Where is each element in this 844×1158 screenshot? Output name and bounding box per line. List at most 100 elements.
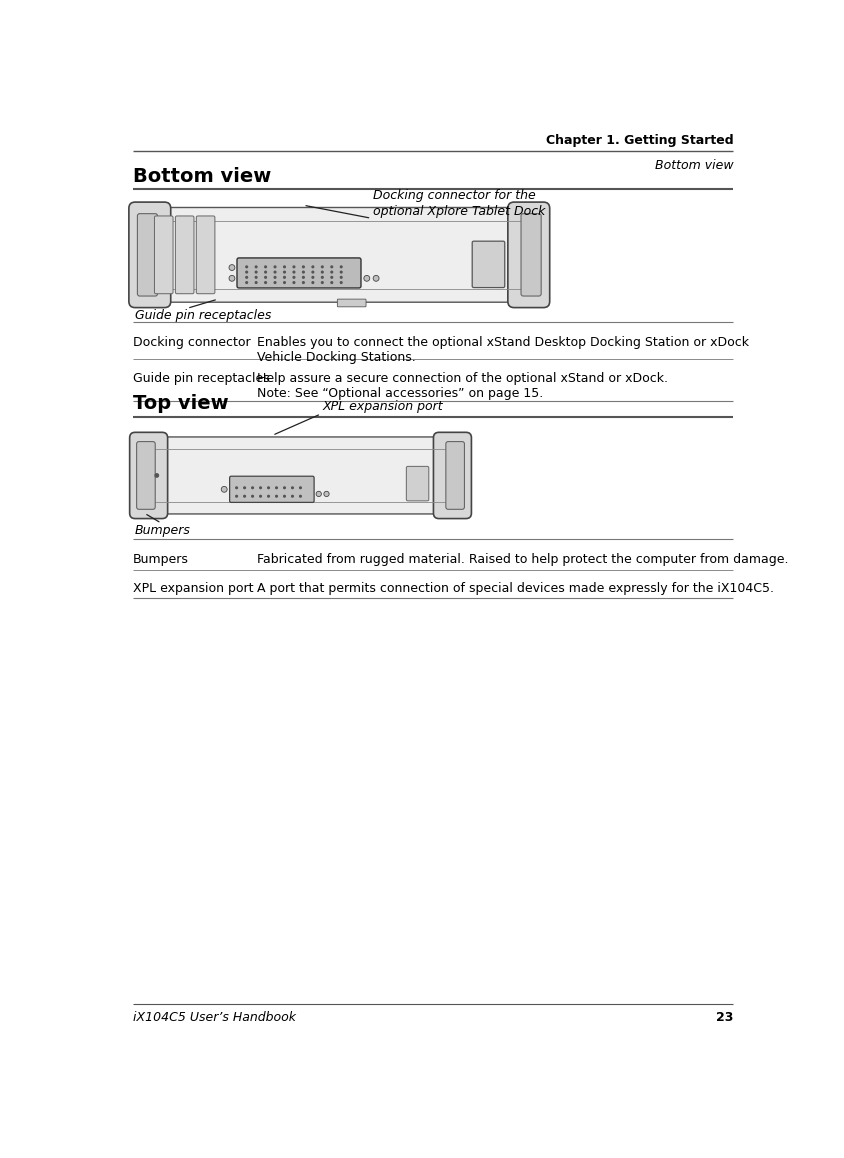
FancyBboxPatch shape: [406, 467, 428, 501]
Circle shape: [264, 277, 266, 278]
Circle shape: [255, 271, 257, 273]
FancyBboxPatch shape: [230, 476, 314, 503]
FancyBboxPatch shape: [236, 258, 360, 288]
Circle shape: [246, 281, 247, 284]
Circle shape: [235, 486, 237, 489]
FancyBboxPatch shape: [196, 215, 214, 294]
Circle shape: [293, 281, 295, 284]
Circle shape: [373, 276, 379, 281]
Circle shape: [284, 486, 285, 489]
Circle shape: [284, 277, 285, 278]
Circle shape: [264, 266, 266, 267]
Circle shape: [291, 496, 293, 497]
Circle shape: [243, 496, 245, 497]
Circle shape: [293, 266, 295, 267]
Circle shape: [331, 271, 333, 273]
Circle shape: [340, 271, 342, 273]
Circle shape: [316, 491, 321, 497]
Circle shape: [252, 486, 253, 489]
FancyBboxPatch shape: [472, 241, 504, 287]
Circle shape: [302, 277, 304, 278]
Circle shape: [302, 266, 304, 267]
Text: 23: 23: [715, 1011, 733, 1025]
Circle shape: [323, 491, 329, 497]
Text: Bumpers: Bumpers: [135, 523, 191, 537]
Circle shape: [284, 496, 285, 497]
Circle shape: [331, 277, 333, 278]
Circle shape: [246, 271, 247, 273]
FancyBboxPatch shape: [521, 213, 540, 296]
Text: Docking connector: Docking connector: [133, 336, 250, 349]
Circle shape: [311, 277, 313, 278]
Text: Top view: Top view: [133, 394, 228, 413]
Circle shape: [284, 271, 285, 273]
Circle shape: [331, 281, 333, 284]
Circle shape: [273, 271, 276, 273]
Circle shape: [273, 277, 276, 278]
Text: Guide pin receptacles: Guide pin receptacles: [133, 372, 269, 386]
Circle shape: [229, 276, 235, 281]
Circle shape: [291, 486, 293, 489]
FancyBboxPatch shape: [337, 299, 365, 307]
Circle shape: [321, 277, 322, 278]
FancyBboxPatch shape: [176, 215, 194, 294]
Circle shape: [264, 281, 266, 284]
Circle shape: [340, 266, 342, 267]
FancyBboxPatch shape: [129, 432, 167, 519]
Circle shape: [300, 486, 301, 489]
Text: Enables you to connect the optional xStand Desktop Docking Station or xDock
Vehi: Enables you to connect the optional xSta…: [257, 336, 748, 364]
Circle shape: [300, 496, 301, 497]
Circle shape: [268, 486, 269, 489]
Circle shape: [321, 271, 322, 273]
Circle shape: [235, 496, 237, 497]
FancyBboxPatch shape: [138, 213, 157, 296]
FancyBboxPatch shape: [129, 203, 170, 308]
Circle shape: [246, 277, 247, 278]
Circle shape: [275, 496, 277, 497]
Circle shape: [255, 277, 257, 278]
Circle shape: [311, 266, 313, 267]
Text: XPL expansion port: XPL expansion port: [133, 582, 253, 595]
Circle shape: [255, 281, 257, 284]
Text: Bumpers: Bumpers: [133, 554, 188, 566]
Text: Bottom view: Bottom view: [654, 159, 733, 173]
Circle shape: [243, 486, 245, 489]
Circle shape: [364, 276, 370, 281]
Text: A port that permits connection of special devices made expressly for the iX104C5: A port that permits connection of specia…: [257, 582, 773, 595]
Circle shape: [275, 486, 277, 489]
Circle shape: [340, 277, 342, 278]
Circle shape: [302, 271, 304, 273]
Circle shape: [221, 486, 227, 492]
Circle shape: [255, 266, 257, 267]
Circle shape: [246, 266, 247, 267]
Circle shape: [321, 266, 322, 267]
Circle shape: [321, 281, 322, 284]
Circle shape: [293, 277, 295, 278]
Text: Guide pin receptacles: Guide pin receptacles: [135, 309, 271, 322]
Text: XPL expansion port: XPL expansion port: [322, 400, 443, 413]
FancyBboxPatch shape: [149, 207, 521, 302]
Circle shape: [311, 281, 313, 284]
Circle shape: [264, 271, 266, 273]
Circle shape: [340, 281, 342, 284]
FancyBboxPatch shape: [507, 203, 549, 308]
Circle shape: [259, 496, 261, 497]
FancyBboxPatch shape: [154, 215, 173, 294]
Text: Docking connector for the
optional Xplore Tablet Dock: Docking connector for the optional Xplor…: [372, 190, 544, 218]
Circle shape: [273, 266, 276, 267]
Circle shape: [293, 271, 295, 273]
Circle shape: [229, 265, 235, 271]
Circle shape: [302, 281, 304, 284]
Text: Bottom view: Bottom view: [133, 167, 271, 186]
Circle shape: [155, 474, 159, 477]
FancyBboxPatch shape: [137, 441, 155, 510]
Circle shape: [284, 281, 285, 284]
Circle shape: [284, 266, 285, 267]
Circle shape: [252, 496, 253, 497]
Circle shape: [311, 271, 313, 273]
Text: Help assure a secure connection of the optional xStand or xDock.
Note: See “Opti: Help assure a secure connection of the o…: [257, 372, 667, 401]
Circle shape: [268, 496, 269, 497]
FancyBboxPatch shape: [446, 441, 464, 510]
Circle shape: [331, 266, 333, 267]
Text: Fabricated from rugged material. Raised to help protect the computer from damage: Fabricated from rugged material. Raised …: [257, 554, 787, 566]
